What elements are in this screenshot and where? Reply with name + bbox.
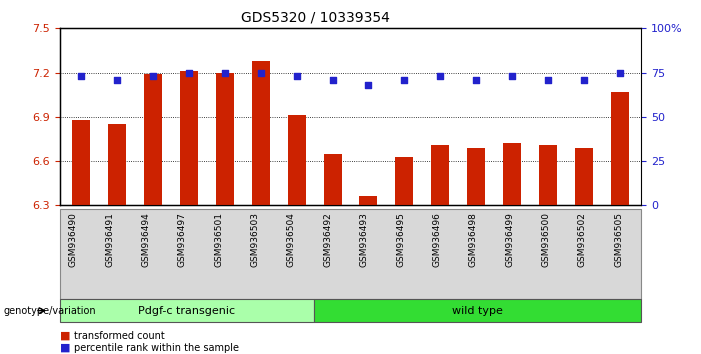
Point (435, 73, 446, 79)
Point (363, 82, 374, 88)
Text: GSM936496: GSM936496 (433, 212, 442, 267)
Point (578, 77, 590, 82)
Text: genotype/variation: genotype/variation (4, 306, 96, 316)
Bar (468, 148, 485, 205)
Text: GSM936494: GSM936494 (142, 212, 151, 267)
Text: percentile rank within the sample: percentile rank within the sample (74, 343, 238, 353)
Bar (287, 115, 306, 205)
Bar (503, 143, 521, 205)
Text: GSM936498: GSM936498 (469, 212, 478, 267)
Bar (252, 61, 270, 205)
Text: GDS5320 / 10339354: GDS5320 / 10339354 (241, 11, 390, 25)
Text: GSM936490: GSM936490 (69, 212, 78, 267)
Point (291, 73, 302, 79)
Point (614, 70, 625, 75)
Point (147, 73, 158, 79)
Text: GSM936500: GSM936500 (541, 212, 550, 267)
Text: transformed count: transformed count (74, 331, 164, 341)
Bar (324, 154, 341, 205)
Point (543, 77, 554, 82)
Text: GSM936501: GSM936501 (215, 212, 223, 267)
Text: GSM936504: GSM936504 (287, 212, 296, 267)
Bar (360, 196, 377, 205)
Bar (539, 145, 557, 205)
Text: GSM936505: GSM936505 (614, 212, 623, 267)
Text: GSM936502: GSM936502 (578, 212, 587, 267)
Bar (575, 148, 593, 205)
Bar (611, 92, 629, 205)
Text: GSM936495: GSM936495 (396, 212, 405, 267)
Point (255, 70, 266, 75)
Bar (108, 124, 126, 205)
Point (111, 77, 123, 82)
Bar (216, 73, 233, 205)
Point (76, 73, 87, 79)
Bar (395, 156, 414, 205)
Text: GSM936499: GSM936499 (505, 212, 514, 267)
Point (507, 73, 518, 79)
Bar (180, 71, 198, 205)
Bar (72, 120, 90, 205)
Text: GSM936503: GSM936503 (250, 212, 259, 267)
Point (470, 77, 482, 82)
Point (183, 70, 194, 75)
Text: ■: ■ (60, 343, 70, 353)
Text: Pdgf-c transgenic: Pdgf-c transgenic (138, 306, 236, 316)
Text: GSM936497: GSM936497 (178, 212, 187, 267)
Point (327, 77, 338, 82)
Text: GSM936492: GSM936492 (323, 212, 332, 267)
Point (399, 77, 410, 82)
Bar (431, 145, 449, 205)
Point (219, 70, 231, 75)
Text: wild type: wild type (452, 306, 503, 316)
Text: GSM936493: GSM936493 (360, 212, 369, 267)
Bar (144, 74, 162, 205)
Text: ■: ■ (60, 331, 70, 341)
Text: GSM936491: GSM936491 (105, 212, 114, 267)
